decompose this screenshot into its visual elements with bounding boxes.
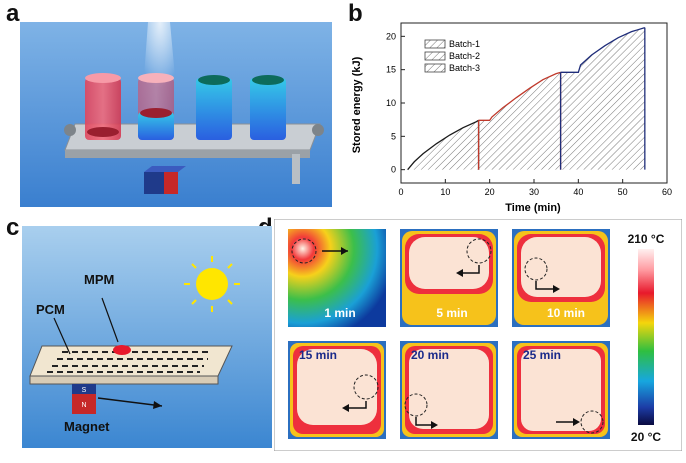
mpm-marker-circle [291,238,317,264]
panel-c-illustration: MPM PCM S N Magnet [22,226,272,448]
y-tick-label: 0 [391,165,396,175]
pcm-pointer [53,317,71,355]
tile-time-label: 10 min [547,306,585,320]
svg-text:N: N [81,402,86,409]
panel-letter-a: a [6,0,20,27]
tile-time-label: 5 min [436,306,467,320]
tile-time-label: 1 min [324,306,355,320]
panel-letter-c: c [6,214,20,241]
sky-background-c [22,226,272,448]
legend-label: Batch-1 [449,39,480,49]
x-tick-label: 20 [485,187,495,197]
magnet-label: Magnet [64,419,110,434]
cup-red-2 [138,73,174,140]
legend-swatch [424,63,446,73]
y-tick-label: 20 [386,31,396,41]
tile-time-label: 20 min [411,348,449,362]
colorbar-min-label: 20 °C [631,430,661,444]
axes: 0 10 20 30 40 50 60 0 5 10 15 20 [386,22,672,197]
x-axis-label: Time (min) [505,202,561,214]
cup-red-1 [85,73,121,140]
cup-blue-2 [250,75,286,140]
panel-letter-b: b [348,0,363,27]
y-tick-label: 10 [386,98,396,108]
panel-d-thermal-images: 1 min 5 min 10 min 15 min [274,219,682,451]
x-tick-label: 60 [662,187,672,197]
series-line-1 [407,119,479,171]
legend-swatch [424,39,446,49]
tile-time-label: 15 min [299,348,337,362]
y-tick-label: 5 [391,131,396,141]
chart-legend: Batch-1 Batch-2 Batch-3 [424,39,480,73]
tile-time-label: 25 min [523,348,561,362]
colorbar-max-label: 210 °C [628,232,665,246]
thermal-tile-15min: 15 min [288,341,386,439]
thermal-tile-20min: 20 min [400,341,498,439]
temperature-colorbar [638,249,654,425]
series-area-2 [478,72,561,170]
thermal-tile-5min: 5 min [400,229,498,327]
thermal-tile-1min: 1 min [288,229,386,327]
legend-label: Batch-3 [449,63,480,73]
plot-area [407,27,646,171]
magnet-cube [144,166,186,194]
series-line-2 [478,71,561,121]
thermal-tile-25min: 25 min [512,341,610,439]
legend-label: Batch-2 [449,51,480,61]
series-area-3 [560,27,645,170]
sun-icon [184,256,240,312]
thermal-tile-10min: 10 min [512,229,610,327]
mpm-pointer [101,297,119,343]
mpm-label: MPM [84,272,114,287]
x-tick-label: 10 [440,187,450,197]
cup-blue-1 [196,75,232,140]
series-line-3 [560,27,646,73]
x-tick-label: 30 [529,187,539,197]
pcm-tray [29,345,233,385]
y-axis-label: Stored energy (kJ) [351,56,363,153]
x-tick-label: 0 [398,187,403,197]
mpm-drop [113,345,131,355]
x-tick-label: 50 [618,187,628,197]
stored-energy-chart: 0 10 20 30 40 50 60 0 5 10 15 20 Time (min) Stored … [351,22,672,214]
panel-a-illustration [20,22,332,207]
y-tick-label: 15 [386,65,396,75]
pcm-label: PCM [36,302,65,317]
x-tick-label: 40 [573,187,583,197]
series-area-1 [407,120,479,170]
magnet-icon: S N [72,384,96,414]
magnet-direction-arrow [97,397,163,409]
svg-text:S: S [82,387,87,394]
legend-swatch [424,51,446,61]
